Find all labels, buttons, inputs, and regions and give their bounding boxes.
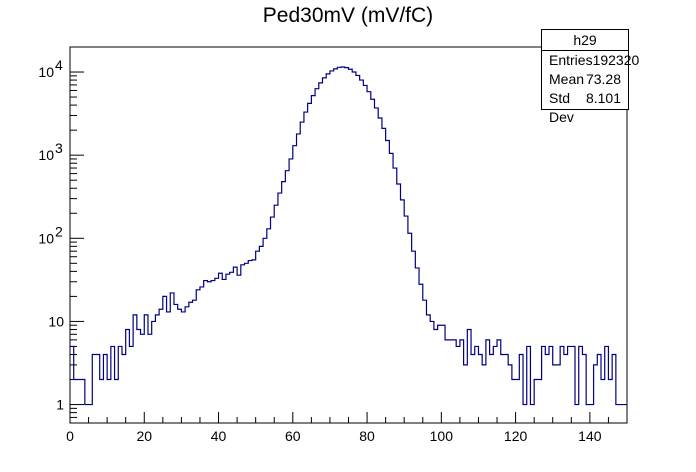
y-tick-label: 10: [38, 147, 54, 163]
y-tick-label: 10: [38, 64, 54, 80]
stats-row-entries: Entries 192320: [542, 51, 639, 70]
stats-value: 8.101: [585, 90, 621, 106]
chart-title: Ped30mV (mV/fC): [262, 4, 434, 27]
x-tick-label: 80: [359, 428, 375, 444]
stats-label: Mean: [549, 71, 585, 87]
histogram-outline: [70, 66, 627, 406]
x-tick-label: 40: [211, 428, 227, 444]
x-tick-label: 0: [66, 428, 74, 444]
x-tick-label: 20: [136, 428, 152, 444]
y-tick-label: 10: [38, 230, 54, 246]
stats-value: 73.28: [585, 71, 621, 87]
stats-row-mean: Mean 73.28: [542, 70, 628, 89]
y-tick-exponent: 2: [55, 223, 63, 239]
x-tick-label: 60: [285, 428, 301, 444]
stats-label: Std Dev: [549, 90, 574, 125]
x-tick-label: 140: [578, 428, 602, 444]
stats-row-stddev: Std Dev 8.101: [542, 89, 628, 125]
y-tick-label: 10: [48, 313, 64, 329]
x-tick-label: 120: [504, 428, 528, 444]
x-tick-label: 100: [430, 428, 454, 444]
stats-label: Entries: [549, 52, 593, 68]
stats-box: h29 Entries 192320 Mean 73.28 Std Dev 8.…: [541, 29, 639, 125]
stats-histogram-name: h29: [542, 30, 628, 51]
y-tick-exponent: 4: [55, 57, 63, 73]
y-tick-exponent: 3: [55, 140, 63, 156]
y-tick-label: 1: [56, 397, 64, 413]
stats-value: 192320: [592, 52, 640, 68]
